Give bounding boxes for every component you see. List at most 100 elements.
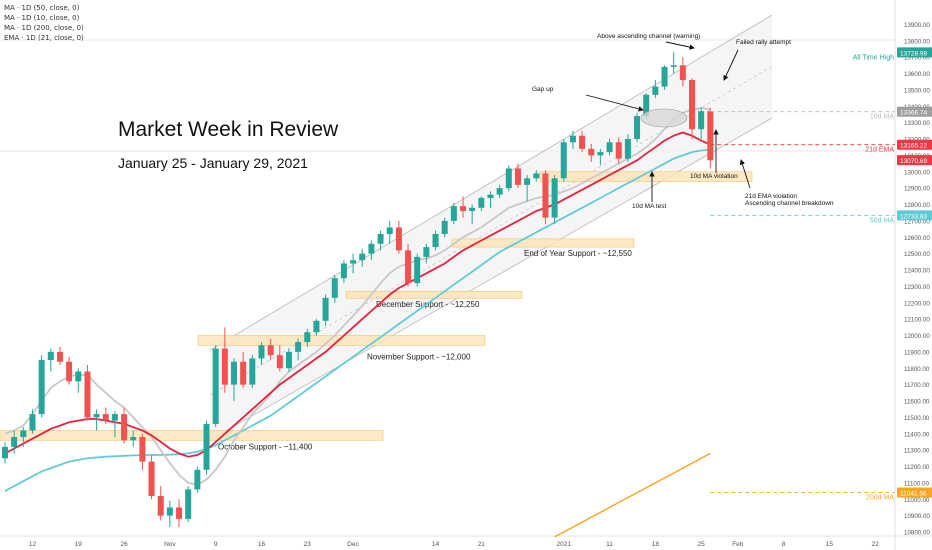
candle-body — [47, 351, 54, 361]
candle-body — [405, 250, 412, 284]
gap-up-marker — [640, 108, 688, 128]
x-tick-label: 21 — [478, 541, 486, 548]
x-tick-label: 23 — [304, 541, 312, 548]
legend-item[interactable]: EMA · 1D (21, close, 0) — [4, 34, 84, 42]
annotation-label: Gap up — [532, 86, 554, 93]
x-tick-label: 25 — [698, 541, 706, 548]
candle-body — [514, 168, 521, 185]
candle-body — [121, 414, 128, 441]
candle-body — [240, 361, 247, 385]
y-tick-label: 10900.00 — [904, 513, 930, 520]
legend-item[interactable]: MA · 1D (200, close, 0) — [4, 24, 84, 32]
annotation-arrow — [739, 159, 751, 189]
annotation-label: 10d MA test — [632, 203, 667, 210]
reference-label: 200d MA — [866, 494, 894, 501]
chart-title: Market Week in Review — [118, 118, 339, 141]
y-tick-label: 13800.00 — [904, 38, 930, 45]
x-tick-label: 16 — [258, 541, 266, 548]
candle-body — [414, 256, 421, 284]
annotation-arrow — [665, 41, 695, 50]
y-tick-label: 12200.00 — [904, 300, 930, 307]
legend-item[interactable]: MA · 1D (50, close, 0) — [4, 4, 80, 12]
candle-body — [505, 168, 512, 189]
candle-body — [203, 423, 210, 470]
candle-body — [20, 430, 27, 438]
candle-body — [285, 351, 292, 369]
candle-body — [185, 489, 192, 519]
candle-body — [359, 253, 366, 261]
annotation-arrow — [585, 94, 644, 112]
y-tick-label: 12400.00 — [904, 268, 930, 275]
y-tick-label: 13900.00 — [904, 22, 930, 29]
candle-body — [258, 345, 265, 359]
y-tick-label: 11900.00 — [904, 349, 930, 356]
price-tag — [897, 47, 932, 58]
annotation-label: Failed rally attempt — [736, 39, 791, 46]
candle-body — [569, 135, 576, 143]
candle-body — [313, 320, 320, 333]
x-tick-label: 11 — [606, 541, 613, 548]
candle-body — [588, 148, 595, 156]
candle-body — [212, 348, 219, 424]
candle-body — [148, 461, 155, 496]
y-tick-label: 12300.00 — [904, 284, 930, 291]
candle-body — [533, 173, 540, 179]
candle-body — [56, 351, 63, 362]
x-tick-label: Nov — [164, 541, 176, 548]
y-tick-label: 12800.00 — [904, 202, 930, 209]
annotation-label: 21d EMA violation — [745, 193, 797, 200]
support-label: End of Year Support - ~12,550 — [524, 249, 632, 258]
candle-body — [231, 361, 237, 385]
support-zone — [0, 430, 384, 441]
candle-body — [304, 332, 311, 343]
price-tag — [897, 139, 932, 150]
y-tick-label: 11300.00 — [904, 448, 930, 455]
channel-upper-line — [209, 14, 773, 351]
candle-body — [551, 178, 558, 218]
y-tick-label: 12000.00 — [904, 333, 930, 340]
y-tick-label: 13500.00 — [904, 87, 930, 94]
x-tick-label: 26 — [120, 541, 128, 548]
price-tag — [897, 487, 932, 498]
x-tick-label: 8 — [782, 541, 786, 548]
y-tick-label: 11400.00 — [904, 431, 930, 438]
reference-label: 50d MA — [870, 217, 894, 224]
candle-body — [597, 152, 604, 156]
candle-body — [111, 414, 118, 421]
candle-body — [267, 345, 274, 356]
candle-body — [606, 142, 613, 153]
reference-label: 10d MA — [870, 114, 894, 121]
candle-body — [66, 361, 73, 382]
y-tick-label: 12500.00 — [904, 251, 930, 258]
support-label: November Support - ~12,000 — [367, 352, 471, 361]
ma50-line — [4, 148, 711, 492]
price-tag — [897, 106, 932, 117]
y-tick-label: 13700.00 — [904, 55, 930, 62]
candle-body — [652, 86, 659, 95]
candle-body — [698, 111, 705, 130]
legend-item[interactable]: MA · 1D (10, close, 0) — [4, 14, 80, 22]
ascending-channel — [210, 15, 772, 440]
price-tag-label: 13165.22 — [900, 143, 927, 150]
candle-body — [615, 142, 622, 159]
candle-body — [670, 65, 677, 67]
y-tick-label: 11600.00 — [904, 399, 930, 406]
x-tick-label: 18 — [652, 541, 660, 548]
x-tick-label: 14 — [432, 541, 440, 548]
candle-body — [487, 194, 494, 198]
candle-body — [249, 358, 256, 385]
price-tag-label: 13366.74 — [900, 110, 927, 117]
x-tick-label: Dec — [347, 541, 359, 548]
price-tag — [897, 155, 932, 166]
candle-body — [11, 437, 18, 447]
y-tick-label: 12100.00 — [904, 317, 930, 324]
x-tick-label: 19 — [75, 541, 83, 548]
y-tick-label: 12900.00 — [904, 186, 930, 193]
candle-body — [221, 348, 228, 385]
candle-body — [560, 142, 567, 179]
candle-body — [524, 178, 531, 185]
candle-body — [166, 507, 173, 516]
candle-body — [689, 80, 695, 130]
y-tick-label: 11000.00 — [904, 497, 930, 504]
